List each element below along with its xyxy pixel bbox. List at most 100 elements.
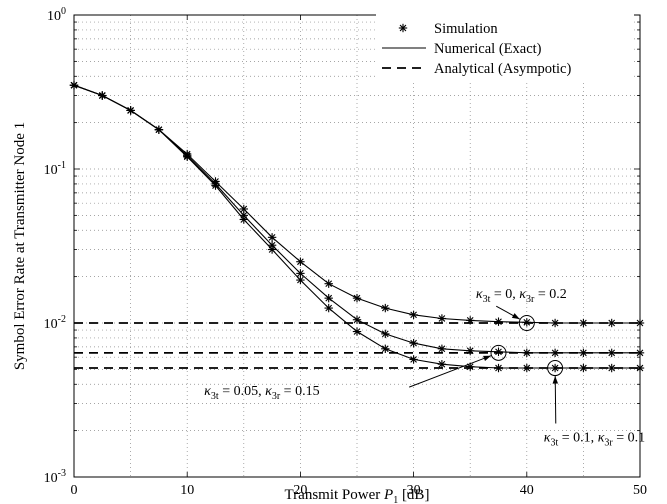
asterisk-stroke [381, 330, 389, 338]
asterisk-stroke [410, 356, 417, 363]
asterisk-stroke [353, 328, 361, 335]
annotation-arrowhead [511, 313, 520, 320]
asterisk-stroke [523, 349, 531, 357]
simulation-point [466, 346, 475, 355]
y-axis-label: Symbol Error Rate at Transmitter Node 1 [12, 122, 28, 370]
simulation-point [126, 106, 135, 115]
annotation-label: κ3t = 0.1, κ3r = 0.1 [544, 431, 645, 449]
x-tick-label: 20 [293, 483, 307, 498]
asterisk-stroke [495, 318, 502, 326]
asterisk-stroke [353, 316, 361, 324]
simulation-point [267, 233, 277, 242]
simulation-point [579, 318, 588, 328]
simulation-point [550, 318, 560, 328]
legend-box [376, 14, 634, 80]
asterisk-stroke [580, 364, 587, 372]
asterisk-stroke [523, 364, 531, 372]
highlight-circle [490, 344, 507, 361]
asterisk-stroke [183, 153, 191, 161]
asterisk-stroke [466, 363, 474, 371]
x-tick-label: 40 [520, 483, 534, 498]
x-tick-label: 30 [407, 483, 421, 498]
simulation-point [98, 91, 107, 100]
annotation-label: κ3t = 0, κ3r = 0.2 [476, 287, 567, 305]
simulation-point [267, 245, 277, 254]
asterisk-stroke [608, 364, 616, 372]
asterisk-stroke [325, 304, 333, 312]
legend-label: Numerical (Exact) [434, 41, 542, 57]
annotation-arrow [409, 355, 492, 388]
y-tick-label: 10-2 [44, 314, 66, 332]
asterisk-stroke [438, 315, 446, 322]
asterisk-stroke [240, 216, 248, 223]
simulation-point [352, 327, 362, 336]
simulation-point [381, 303, 390, 313]
asterisk-stroke [98, 92, 106, 99]
asterisk-stroke [495, 348, 502, 356]
highlight-circle [547, 360, 564, 377]
simulation-point [324, 293, 333, 303]
x-tick-label: 50 [633, 483, 647, 498]
simulation-point [239, 215, 248, 224]
simulation-markers [69, 81, 645, 373]
asterisk-stroke [325, 294, 333, 302]
plot-frame [73, 14, 641, 478]
annotation-label: κ3t = 0.05, κ3r = 0.15 [204, 384, 319, 402]
annotations: κ3t = 0, κ3r = 0.2 κ3t = 0.05, κ3r = 0.15… [204, 287, 645, 448]
annotation-arrow [554, 376, 557, 424]
simulation-point [409, 338, 418, 348]
asterisk-stroke [608, 349, 616, 357]
asterisk-stroke [495, 364, 502, 372]
simulation-point [607, 363, 616, 373]
asterisk-stroke [399, 24, 407, 32]
asterisk-stroke [325, 280, 333, 288]
asterisk-stroke [127, 107, 134, 114]
simulation-point [466, 316, 475, 325]
simulation-point [522, 348, 531, 358]
simulation-point [437, 344, 447, 353]
asterisk-stroke [297, 258, 304, 266]
asterisk-stroke [353, 294, 361, 302]
asterisk-stroke [240, 205, 248, 213]
axis-ticks [73, 14, 641, 478]
simulation-point [324, 303, 333, 313]
legend-label: Simulation [434, 21, 498, 37]
simulation-point [579, 348, 588, 358]
y-tick-label: 100 [47, 6, 66, 24]
asterisk-stroke [523, 318, 531, 326]
simulation-point [494, 317, 503, 326]
highlight-circle [518, 315, 535, 331]
simulation-point [352, 315, 362, 324]
asterisk-stroke [551, 349, 559, 357]
asterisk-stroke [466, 347, 474, 355]
asterisk-stroke [268, 246, 276, 253]
asterisk-stroke [551, 364, 559, 372]
asterisk-stroke [155, 126, 163, 134]
asterisk-stroke [551, 319, 559, 327]
simulation-point [437, 314, 447, 323]
annotation-arrowhead [552, 376, 559, 384]
asterisk-stroke [438, 360, 446, 368]
simulation-point [211, 181, 220, 190]
simulation-point [352, 293, 362, 303]
asterisk-stroke [410, 311, 417, 319]
series-line [73, 84, 640, 354]
simulation-point [607, 318, 616, 328]
asterisk-stroke [268, 233, 276, 241]
x-tick-label: 0 [71, 483, 78, 498]
legend-label: Analytical (Asympotic) [434, 61, 571, 77]
simulation-point [409, 355, 418, 364]
asterisk-stroke [381, 345, 389, 353]
x-axis-label: Transmit Power P1 [dB] [285, 487, 430, 504]
simulation-point [296, 275, 305, 285]
simulation-point [183, 152, 192, 162]
simulation-point [398, 23, 408, 33]
simulation-point [437, 360, 447, 369]
y-tick-label: 10-3 [44, 468, 66, 486]
asterisk-stroke [580, 319, 587, 327]
asterisk-stroke [381, 304, 389, 312]
simulation-point [296, 257, 305, 266]
simulation-point [381, 329, 390, 339]
y-tick-label: 10-1 [44, 160, 66, 178]
highlight-circles [490, 315, 564, 377]
